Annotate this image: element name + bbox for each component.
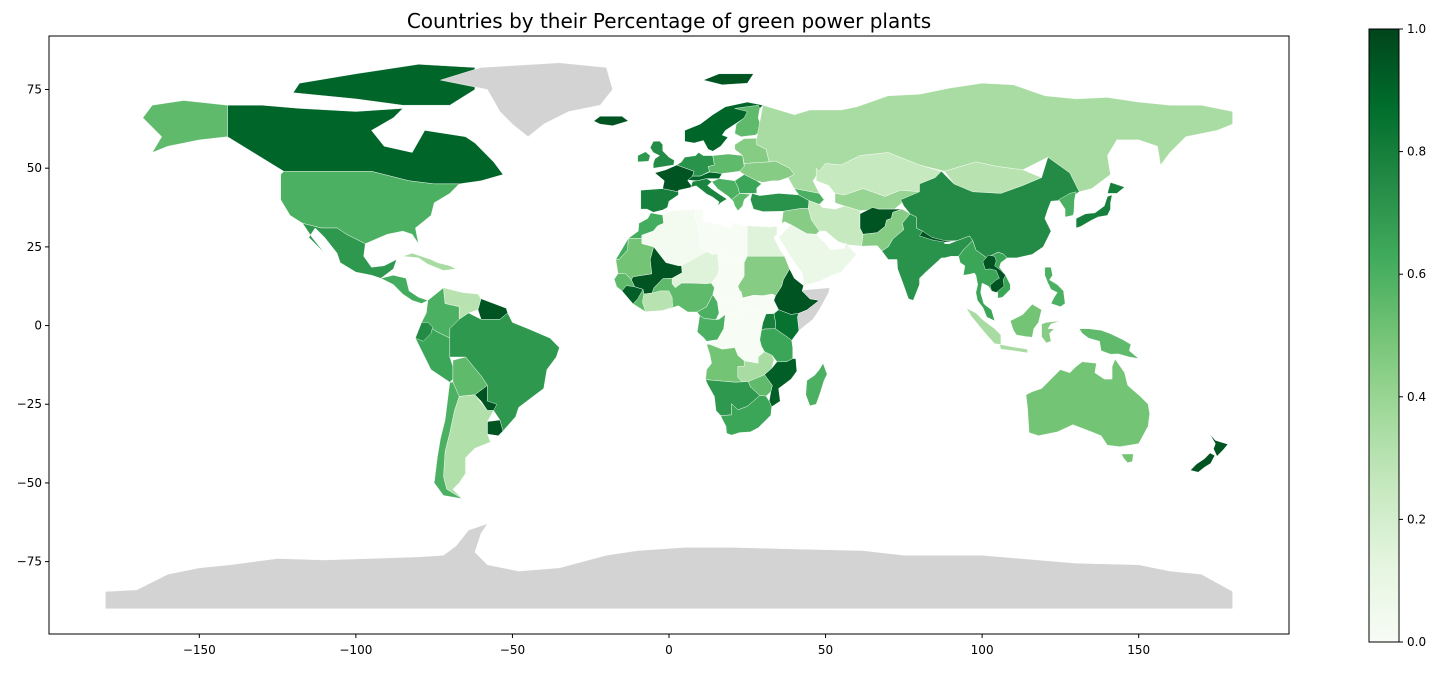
y-tick-label: 25	[27, 240, 42, 254]
region-italy	[690, 178, 728, 207]
region-caribbean	[402, 252, 457, 271]
y-tick-label: 50	[27, 161, 42, 175]
region-new-guinea	[1078, 328, 1140, 359]
region-china	[900, 156, 1080, 259]
region-ecuador	[415, 322, 433, 342]
region-laos-cambodia	[982, 254, 1006, 293]
region-southeast-asia	[958, 240, 1011, 322]
y-tick-label: 75	[27, 83, 42, 97]
colorbar-tick-label: 0.4	[1407, 390, 1426, 404]
region-australia	[1025, 358, 1150, 447]
x-axis: −150 −100 −50 0 50 100 150	[183, 634, 1150, 657]
region-poland-central-europe	[707, 153, 745, 174]
region-united-kingdom	[649, 140, 675, 169]
region-greece	[731, 193, 751, 212]
chart-title: Countries by their Percentage of green p…	[407, 9, 931, 33]
y-tick-label: −25	[17, 397, 42, 411]
y-axis: 75 50 25 0 −25 −50 −75	[17, 83, 49, 569]
colorbar-axis: 0.0 0.2 0.4 0.6 0.8 1.0	[1399, 22, 1426, 649]
region-paraguay	[474, 384, 498, 411]
region-greenland	[440, 62, 613, 137]
colorbar-tick-label: 0.8	[1407, 145, 1426, 159]
y-tick-label: −50	[17, 476, 42, 490]
region-venezuela	[443, 287, 482, 320]
region-philippines	[1044, 267, 1066, 307]
colorbar-tick-label: 1.0	[1407, 22, 1426, 36]
region-new-zealand-south	[1190, 452, 1216, 473]
x-tick-label: −50	[500, 643, 525, 657]
region-madagascar	[805, 362, 828, 407]
region-finland	[734, 104, 763, 137]
colorbar-tick-label: 0.0	[1407, 635, 1426, 649]
region-sulawesi	[1041, 320, 1061, 344]
y-tick-label: −75	[17, 555, 42, 569]
region-france	[654, 164, 695, 193]
region-new-zealand	[1209, 433, 1229, 457]
region-borneo	[1010, 303, 1042, 338]
colorbar-tick-label: 0.6	[1407, 267, 1426, 281]
colorbar	[1368, 28, 1400, 643]
region-uruguay	[487, 419, 504, 436]
region-korea	[1058, 191, 1077, 218]
y-tick-label: 0	[34, 319, 42, 333]
region-chile	[433, 382, 463, 499]
region-iceland	[593, 116, 629, 126]
region-arabian-peninsula	[778, 224, 857, 286]
region-svalbard	[702, 73, 754, 86]
region-hokkaido	[1107, 182, 1126, 194]
x-tick-label: 50	[818, 643, 833, 657]
region-south-africa	[720, 395, 772, 436]
region-iraq-syria	[781, 208, 820, 235]
x-tick-label: −100	[339, 643, 372, 657]
colorbar-tick-label: 0.2	[1407, 512, 1426, 526]
region-antarctica	[105, 523, 1233, 609]
region-alaska	[142, 100, 228, 153]
x-tick-label: 0	[665, 643, 673, 657]
region-ireland	[637, 151, 651, 163]
region-indonesia-sumatra	[965, 307, 1002, 345]
region-ghana-cote-d-ivoire	[642, 290, 674, 312]
map-regions	[105, 62, 1233, 609]
region-indonesia-java	[999, 344, 1028, 354]
x-tick-label: 150	[1127, 643, 1150, 657]
x-tick-label: 100	[971, 643, 994, 657]
region-guinea	[621, 285, 644, 305]
region-tasmania	[1121, 453, 1134, 464]
region-japan	[1075, 194, 1113, 229]
x-tick-label: −150	[183, 643, 216, 657]
